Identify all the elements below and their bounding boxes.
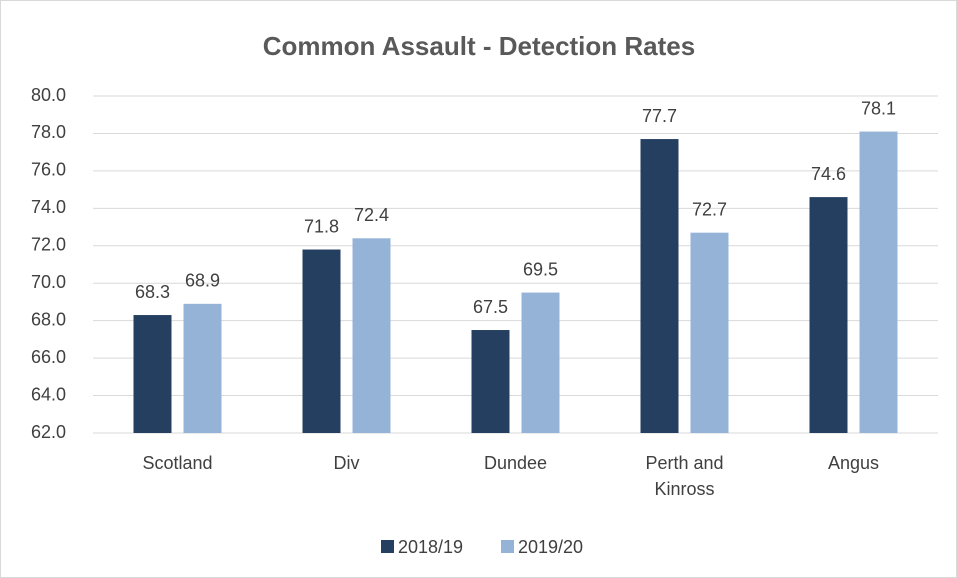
legend-swatch <box>381 540 394 553</box>
x-tick-label: Dundee <box>483 453 548 473</box>
y-tick-label: 76.0 <box>31 160 66 180</box>
data-label: 68.9 <box>185 271 220 291</box>
bar <box>640 139 679 434</box>
y-tick-label: 62.0 <box>31 422 66 442</box>
data-label: 72.7 <box>692 199 727 219</box>
y-tick-label: 66.0 <box>31 347 66 367</box>
y-tick-label: 68.0 <box>31 309 66 329</box>
y-tick-label: 78.0 <box>31 122 66 142</box>
bar <box>352 238 391 433</box>
chart-title: Common Assault - Detection Rates <box>263 31 695 61</box>
data-label: 72.4 <box>354 205 389 225</box>
x-tick-label: Perth and Kinross <box>645 453 724 499</box>
bar <box>690 232 729 433</box>
bar <box>809 197 848 433</box>
y-tick-label: 80.0 <box>31 85 66 105</box>
data-label: 68.3 <box>135 282 170 302</box>
x-tick-label: Scotland <box>142 453 213 473</box>
data-label: 78.1 <box>861 98 896 118</box>
data-label: 69.5 <box>523 259 558 279</box>
bar <box>133 315 172 433</box>
data-label: 74.6 <box>811 164 846 184</box>
y-tick-label: 64.0 <box>31 384 66 404</box>
y-tick-label: 70.0 <box>31 272 66 292</box>
x-tick-label: Div <box>333 453 360 473</box>
bar <box>183 303 222 433</box>
bar <box>859 131 898 434</box>
legend-label: 2018/19 <box>398 537 463 557</box>
x-tick-label: Angus <box>827 453 880 473</box>
legend-swatch <box>501 540 514 553</box>
legend-label: 2019/20 <box>518 537 583 557</box>
bar <box>521 292 560 433</box>
data-label: 71.8 <box>304 216 339 236</box>
bar <box>471 330 510 433</box>
data-label: 67.5 <box>473 297 508 317</box>
y-tick-label: 72.0 <box>31 235 66 255</box>
y-tick-label: 74.0 <box>31 197 66 217</box>
data-label: 77.7 <box>642 106 677 126</box>
bar <box>302 249 341 433</box>
